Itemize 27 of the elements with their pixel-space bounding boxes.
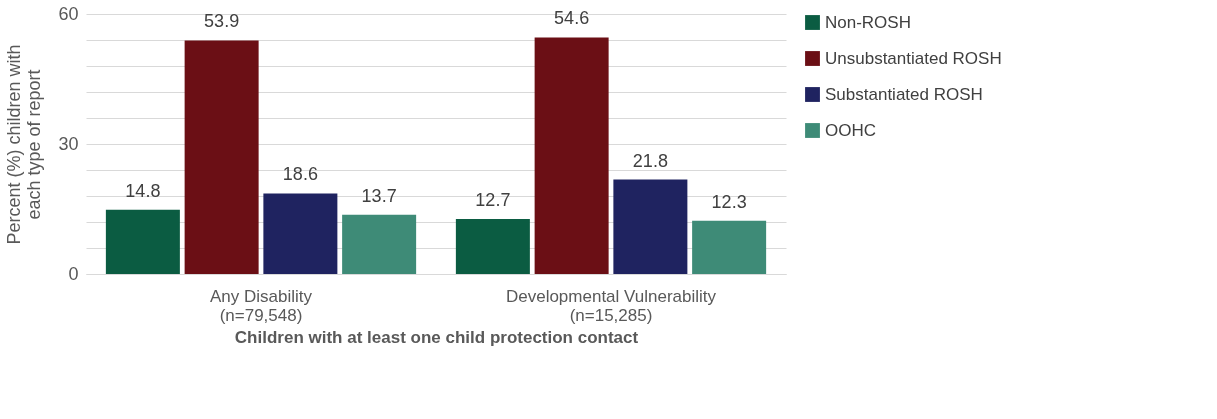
bar	[263, 193, 338, 274]
y-axis-title: Percent (%) children with each type of report	[4, 44, 45, 245]
bar	[534, 37, 609, 274]
legend-label: Substantiated ROSH	[825, 84, 983, 104]
data-label: 12.3	[711, 191, 747, 212]
data-label: 54.6	[554, 8, 590, 29]
data-label: 18.6	[282, 164, 318, 185]
y-tick-label: 0	[68, 263, 79, 284]
legend-label: Unsubstantiated ROSH	[825, 48, 1002, 68]
bar	[342, 214, 417, 274]
bar	[184, 40, 259, 274]
data-label: 53.9	[204, 11, 240, 32]
data-label: 21.8	[632, 150, 668, 171]
bar	[613, 179, 688, 274]
data-label: 14.8	[125, 180, 161, 201]
data-label: 13.7	[361, 185, 397, 206]
y-tick-label: 30	[58, 133, 79, 154]
legend-label: OOHC	[825, 120, 876, 140]
legend-label: Non-ROSH	[825, 12, 911, 32]
data-label: 12.7	[475, 189, 511, 210]
y-tick-label: 60	[58, 3, 79, 24]
x-tick-label: Developmental Vulnerability (n=15,285)	[505, 286, 717, 325]
bar	[455, 218, 530, 274]
bar	[105, 209, 180, 274]
x-axis-title: Children with at least one child protection contact	[234, 327, 639, 347]
bar	[692, 220, 767, 274]
x-tick-label: Any Disability (n=79,548)	[209, 286, 313, 325]
